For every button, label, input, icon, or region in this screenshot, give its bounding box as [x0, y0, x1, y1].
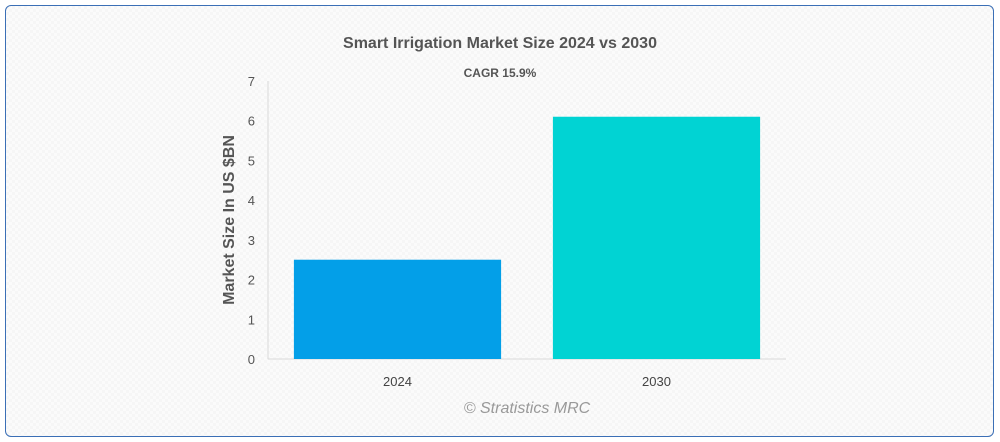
y-tick-label: 2 [248, 273, 255, 288]
x-tick-label: 2024 [383, 374, 412, 389]
y-tick-label: 6 [248, 114, 255, 129]
credit-text: © Stratistics MRC [464, 400, 591, 417]
chart-subtitle: CAGR 15.9% [464, 66, 537, 80]
chart-title: Smart Irrigation Market Size 2024 vs 203… [343, 35, 657, 52]
y-axis-ticks: 0 1 2 3 4 5 6 7 [248, 74, 255, 367]
y-tick-label: 1 [248, 312, 255, 327]
x-axis-ticks: 2024 2030 [383, 374, 671, 389]
chart-frame [5, 5, 994, 437]
x-tick-label: 2030 [642, 374, 671, 389]
y-tick-label: 4 [248, 193, 255, 208]
y-axis-label: Market Size In US $BN [221, 135, 238, 305]
bars-group [293, 116, 761, 359]
y-tick-label: 7 [248, 74, 255, 89]
bar-2030[interactable] [552, 116, 761, 359]
y-tick-label: 0 [248, 352, 255, 367]
y-tick-label: 5 [248, 153, 255, 168]
bar-2024[interactable] [293, 259, 502, 359]
y-tick-label: 3 [248, 233, 255, 248]
